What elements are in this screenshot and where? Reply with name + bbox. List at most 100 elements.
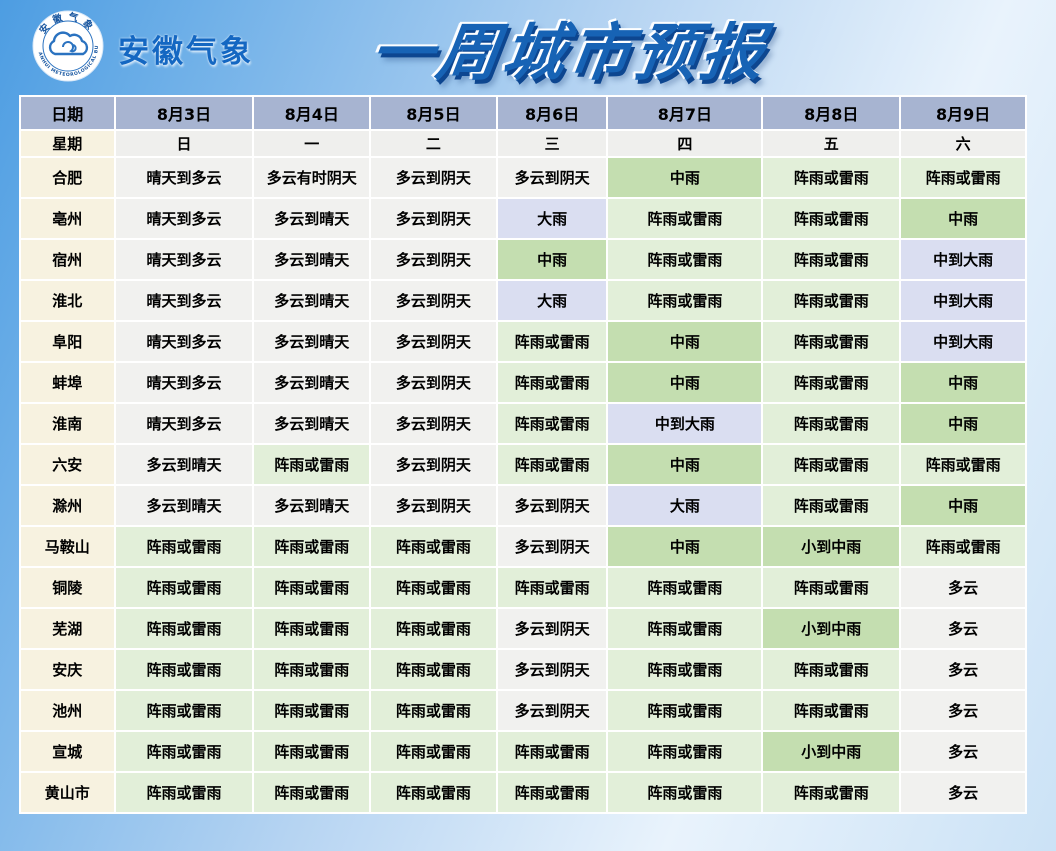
city-name-cell: 亳州 <box>19 197 116 240</box>
forecast-cell: 晴天到多云 <box>113 279 255 322</box>
forecast-cell: 阵雨或雷雨 <box>113 689 255 732</box>
table-row: 淮北 晴天到多云 多云到晴天 多云到阴天 大雨 阵雨或雷雨 阵雨或雷雨 中到大雨 <box>19 279 1027 322</box>
forecast-cell: 阵雨或雷雨 <box>606 566 764 609</box>
forecast-cell: 中雨 <box>899 402 1027 445</box>
table-head: 日期 8月3日 8月4日 8月5日 8月6日 8月7日 8月8日 8月9日 星期日一二三四五六 <box>19 95 1027 158</box>
forecast-cell: 阵雨或雷雨 <box>495 566 609 609</box>
city-name-cell: 宿州 <box>19 238 116 281</box>
forecast-cell: 阵雨或雷雨 <box>761 361 902 404</box>
forecast-cell: 阵雨或雷雨 <box>252 566 372 609</box>
forecast-cell: 阵雨或雷雨 <box>899 525 1027 568</box>
forecast-cell: 多云到阴天 <box>369 361 498 404</box>
forecast-cell: 小到中雨 <box>761 607 902 650</box>
forecast-cell: 中雨 <box>606 443 764 486</box>
table-row: 蚌埠 晴天到多云 多云到晴天 多云到阴天 阵雨或雷雨 中雨 阵雨或雷雨 中雨 <box>19 361 1027 404</box>
forecast-cell: 中雨 <box>606 156 764 199</box>
forecast-cell: 阵雨或雷雨 <box>761 156 902 199</box>
forecast-cell: 多云到晴天 <box>252 197 372 240</box>
date-cell: 8月6日 <box>495 95 609 131</box>
forecast-cell: 中雨 <box>899 197 1027 240</box>
forecast-cell: 阵雨或雷雨 <box>113 566 255 609</box>
forecast-cell: 阵雨或雷雨 <box>761 320 902 363</box>
forecast-cell: 晴天到多云 <box>113 156 255 199</box>
forecast-cell: 大雨 <box>606 484 764 527</box>
forecast-cell: 多云到阴天 <box>369 156 498 199</box>
forecast-cell: 阵雨或雷雨 <box>252 443 372 486</box>
forecast-cell: 阵雨或雷雨 <box>495 730 609 773</box>
forecast-cell: 阵雨或雷雨 <box>113 607 255 650</box>
city-name-cell: 马鞍山 <box>19 525 116 568</box>
city-name-cell: 滁州 <box>19 484 116 527</box>
forecast-cell: 多云 <box>899 771 1027 814</box>
forecast-cell: 多云到晴天 <box>252 238 372 281</box>
city-name-cell: 宣城 <box>19 730 116 773</box>
forecast-cell: 多云 <box>899 648 1027 691</box>
forecast-cell: 多云到阴天 <box>495 525 609 568</box>
week-label-cell: 星期 <box>19 129 116 158</box>
table-row: 淮南 晴天到多云 多云到晴天 多云到阴天 阵雨或雷雨 中到大雨 阵雨或雷雨 中雨 <box>19 402 1027 445</box>
forecast-cell: 阵雨或雷雨 <box>369 730 498 773</box>
forecast-cell: 多云到阴天 <box>495 648 609 691</box>
table-body: 合肥 晴天到多云 多云有时阴天 多云到阴天 多云到阴天 中雨 阵雨或雷雨 阵雨或雷雨 亳州 晴天到… <box>19 156 1027 814</box>
forecast-cell: 阵雨或雷雨 <box>899 156 1027 199</box>
table-row: 六安 多云到晴天 阵雨或雷雨 多云到阴天 阵雨或雷雨 中雨 阵雨或雷雨 阵雨或雷雨 <box>19 443 1027 486</box>
forecast-cell: 阵雨或雷雨 <box>899 443 1027 486</box>
forecast-cell: 多云 <box>899 566 1027 609</box>
forecast-cell: 多云到阴天 <box>369 320 498 363</box>
poster-header: 安徽气象 ANHUI METEOROLOGICAL BUREAU 安徽气象 一周… <box>0 0 1056 95</box>
city-name-cell: 合肥 <box>19 156 116 199</box>
forecast-cell: 中雨 <box>899 484 1027 527</box>
table-row: 宿州 晴天到多云 多云到晴天 多云到阴天 中雨 阵雨或雷雨 阵雨或雷雨 中到大雨 <box>19 238 1027 281</box>
forecast-cell: 阵雨或雷雨 <box>606 648 764 691</box>
city-name-cell: 池州 <box>19 689 116 732</box>
forecast-cell: 中到大雨 <box>899 279 1027 322</box>
forecast-cell: 阵雨或雷雨 <box>761 566 902 609</box>
table-row: 安庆 阵雨或雷雨 阵雨或雷雨 阵雨或雷雨 多云到阴天 阵雨或雷雨 阵雨或雷雨 多云 <box>19 648 1027 691</box>
forecast-cell: 阵雨或雷雨 <box>495 320 609 363</box>
forecast-cell: 阵雨或雷雨 <box>606 607 764 650</box>
forecast-cell: 阵雨或雷雨 <box>369 566 498 609</box>
forecast-cell: 阵雨或雷雨 <box>113 648 255 691</box>
weekday-cell: 二 <box>369 129 498 158</box>
forecast-cell: 晴天到多云 <box>113 320 255 363</box>
forecast-cell: 阵雨或雷雨 <box>495 361 609 404</box>
anhui-meteorological-bureau-logo: 安徽气象 ANHUI METEOROLOGICAL BUREAU <box>30 8 104 82</box>
forecast-cell: 小到中雨 <box>761 730 902 773</box>
forecast-cell: 多云到阴天 <box>369 197 498 240</box>
table-row: 马鞍山 阵雨或雷雨 阵雨或雷雨 阵雨或雷雨 多云到阴天 中雨 小到中雨 阵雨或雷雨 <box>19 525 1027 568</box>
table-row: 黄山市 阵雨或雷雨 阵雨或雷雨 阵雨或雷雨 阵雨或雷雨 阵雨或雷雨 阵雨或雷雨 多云 <box>19 771 1027 814</box>
forecast-cell: 阵雨或雷雨 <box>113 730 255 773</box>
forecast-cell: 中到大雨 <box>899 320 1027 363</box>
table-row: 合肥 晴天到多云 多云有时阴天 多云到阴天 多云到阴天 中雨 阵雨或雷雨 阵雨或雷雨 <box>19 156 1027 199</box>
forecast-cell: 多云到晴天 <box>113 484 255 527</box>
forecast-cell: 多云到阴天 <box>369 402 498 445</box>
city-name-cell: 蚌埠 <box>19 361 116 404</box>
forecast-cell: 阵雨或雷雨 <box>369 771 498 814</box>
forecast-cell: 多云到阴天 <box>369 443 498 486</box>
city-name-cell: 安庆 <box>19 648 116 691</box>
forecast-cell: 多云到晴天 <box>252 279 372 322</box>
forecast-cell: 多云到阴天 <box>369 484 498 527</box>
forecast-cell: 阵雨或雷雨 <box>761 279 902 322</box>
date-cell: 8月3日 <box>113 95 255 131</box>
table-row: 宣城 阵雨或雷雨 阵雨或雷雨 阵雨或雷雨 阵雨或雷雨 阵雨或雷雨 小到中雨 多云 <box>19 730 1027 773</box>
forecast-cell: 阵雨或雷雨 <box>113 771 255 814</box>
forecast-cell: 阵雨或雷雨 <box>252 730 372 773</box>
forecast-cell: 中到大雨 <box>899 238 1027 281</box>
corner-label-cell: 日期 <box>19 95 116 131</box>
forecast-cell: 小到中雨 <box>761 525 902 568</box>
forecast-cell: 中雨 <box>495 238 609 281</box>
forecast-cell: 多云到晴天 <box>252 361 372 404</box>
forecast-cell: 中雨 <box>899 361 1027 404</box>
table-row: 芜湖 阵雨或雷雨 阵雨或雷雨 阵雨或雷雨 多云到阴天 阵雨或雷雨 小到中雨 多云 <box>19 607 1027 650</box>
forecast-cell: 多云到阴天 <box>369 279 498 322</box>
table-row: 池州 阵雨或雷雨 阵雨或雷雨 阵雨或雷雨 多云到阴天 阵雨或雷雨 阵雨或雷雨 多云 <box>19 689 1027 732</box>
forecast-cell: 阵雨或雷雨 <box>252 525 372 568</box>
city-name-cell: 淮北 <box>19 279 116 322</box>
forecast-cell: 阵雨或雷雨 <box>495 771 609 814</box>
forecast-cell: 阵雨或雷雨 <box>606 238 764 281</box>
forecast-cell: 阵雨或雷雨 <box>252 689 372 732</box>
forecast-cell: 阵雨或雷雨 <box>606 771 764 814</box>
date-header-row: 日期 8月3日 8月4日 8月5日 8月6日 8月7日 8月8日 8月9日 <box>19 95 1027 131</box>
